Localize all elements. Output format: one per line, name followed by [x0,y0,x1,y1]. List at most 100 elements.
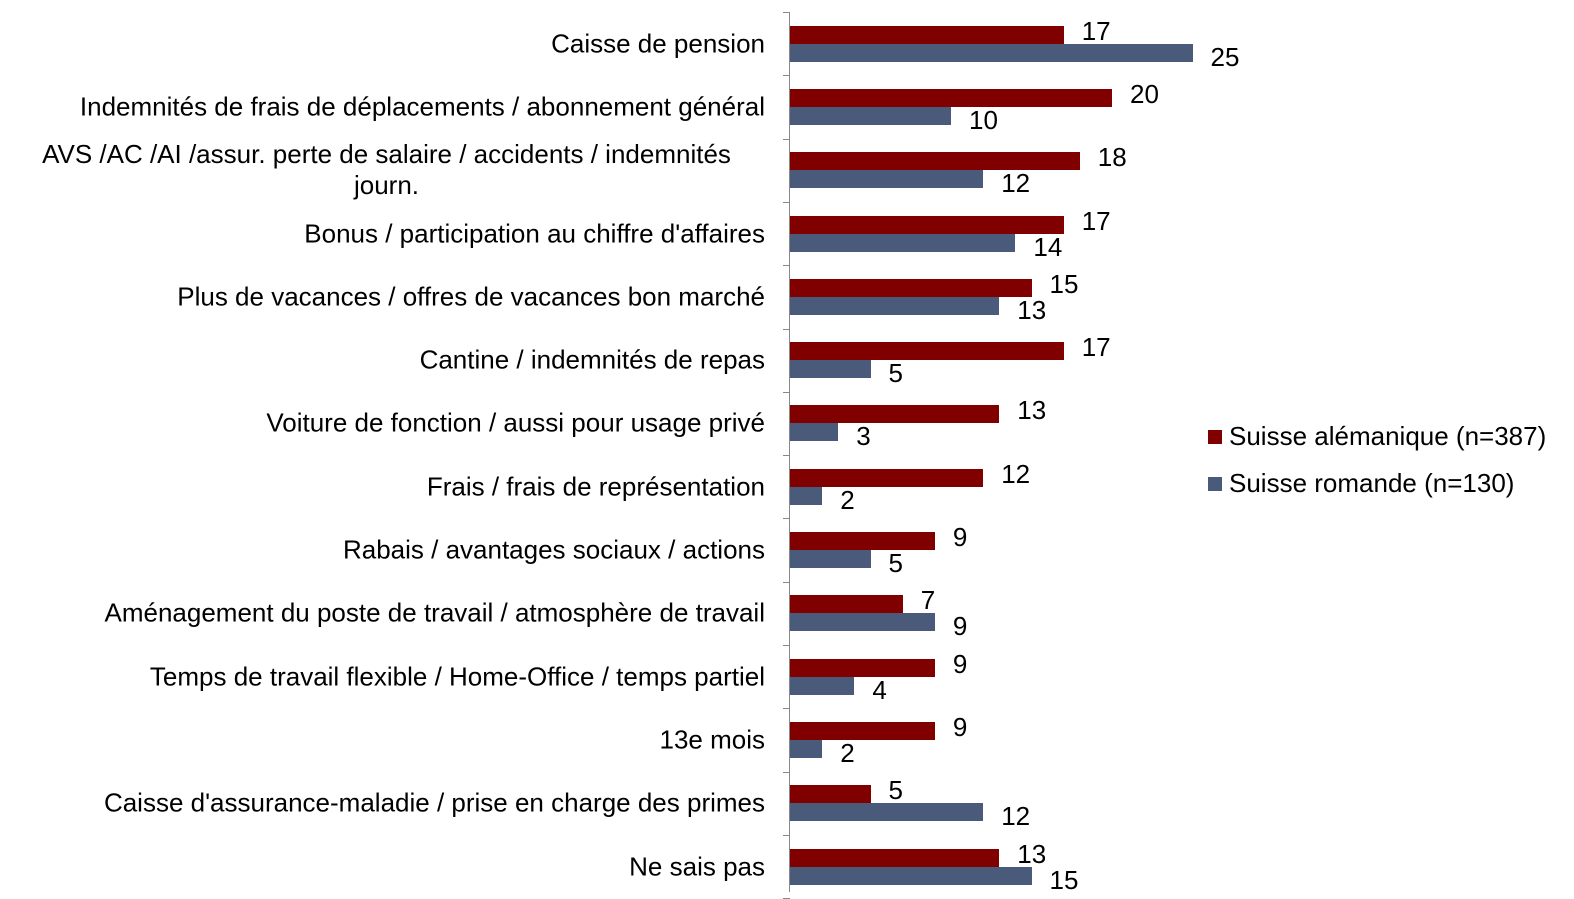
legend-entry: Suisse romande (n=130) [1208,470,1514,496]
value-label: 5 [888,775,903,806]
category-label: Temps de travail flexible / Home-Office … [8,661,765,692]
bar [790,278,1032,297]
bar [790,486,823,505]
category-text: Bonus / participation au chiffre d'affai… [304,218,765,249]
tick-mark [783,645,790,646]
value-label: 13 [1017,395,1047,426]
category-text: Plus de vacances / offres de vacances bo… [177,281,765,312]
bar [790,613,935,632]
bar [790,658,935,677]
category-text: Voiture de fonction / aussi pour usage p… [266,407,765,438]
tick-mark [783,391,790,393]
bar [790,296,1000,315]
tick-mark [783,771,790,773]
tick-mark [783,12,790,13]
bar [790,25,1064,44]
category-label: Bonus / participation au chiffre d'affai… [8,218,765,249]
tick-mark [783,518,790,520]
category-text: Aménagement du poste de travail / atmosp… [104,597,766,628]
legend-text: Suisse romande (n=130) [1229,468,1515,498]
tick-mark [783,328,790,330]
bar [790,423,839,442]
value-label: 20 [1130,78,1159,109]
category-label: Caisse de pension [8,28,765,59]
axis-line [789,12,790,892]
bar [790,43,1193,62]
category-label: AVS /AC /AI /assur. perte de salaire / a… [8,139,765,201]
value-label: 10 [969,104,998,135]
tick-mark [783,138,790,140]
category-text: Cantine / indemnités de repas [419,344,765,375]
category-text: Frais / frais de représentation [426,471,765,502]
category-text: 13e mois [659,724,766,755]
category-text: AVS /AC /AI /assur. perte de salaire / a… [42,139,731,201]
bar [790,721,935,740]
tick-mark [783,834,790,836]
value-label: 9 [952,711,968,742]
category-label: Ne sais pas [8,851,765,882]
legend-swatch [1208,430,1222,444]
category-text: Caisse d'assurance-maladie / prise en ch… [103,787,765,818]
value-label: 12 [1001,458,1031,489]
bar [790,866,1032,885]
legend-text: Suisse alémanique (n=387) [1229,421,1547,451]
bar [790,215,1064,234]
value-label: 9 [952,522,968,553]
tick-mark [783,708,790,710]
value-label: 5 [888,358,903,389]
category-label: Indemnités de frais de déplacements / ab… [8,91,765,122]
value-label: 25 [1210,41,1240,72]
bar [790,848,1000,867]
category-label: Rabais / avantages sociaux / actions [8,535,765,566]
bar [790,676,855,695]
value-label: 7 [920,585,936,616]
value-label: 2 [840,737,855,768]
bar [790,152,1080,171]
value-label: 13 [1017,838,1047,869]
bar [790,595,903,614]
tick-mark [783,455,790,457]
value-label: 18 [1097,142,1127,173]
value-label: 17 [1081,15,1111,46]
legend-swatch [1208,477,1222,491]
category-label: Aménagement du poste de travail / atmosp… [8,597,766,629]
value-label: 9 [952,611,968,642]
category-label: 13e mois [8,724,766,755]
value-label: 12 [1001,168,1031,199]
value-label: 17 [1081,205,1111,236]
legend-entry: Suisse alémanique (n=387) [1208,423,1546,449]
bar [790,88,1112,107]
bar [790,342,1064,361]
category-text: Ne sais pas [629,851,765,882]
bar [790,405,1000,424]
bar [790,739,823,758]
bar [790,360,871,379]
category-label: Plus de vacances / offres de vacances bo… [8,281,765,312]
category-text: Indemnités de frais de déplacements / ab… [79,91,765,122]
tick-mark [783,581,790,583]
category-text: Rabais / avantages sociaux / actions [342,534,765,565]
tick-mark [783,201,790,203]
value-label: 17 [1081,332,1111,363]
category-text: Temps de travail flexible / Home-Office … [149,661,765,692]
category-label: Frais / frais de représentation [8,471,765,502]
value-label: 15 [1049,864,1079,895]
bar [790,532,935,551]
bar [790,785,871,804]
value-label: 5 [888,548,903,579]
category-label: Caisse d'assurance-maladie / prise en ch… [8,788,765,819]
bar [790,170,984,189]
category-text: Caisse de pension [551,28,765,59]
bar [790,233,1016,252]
value-label: 3 [856,421,871,452]
tick-mark [783,265,790,267]
value-label: 15 [1049,268,1079,299]
value-label: 13 [1017,294,1047,325]
category-label: Cantine / indemnités de repas [8,345,765,376]
bar [790,468,984,487]
value-label: 4 [872,674,887,705]
value-label: 9 [952,648,968,679]
value-label: 12 [1001,801,1031,832]
category-label: Voiture de fonction / aussi pour usage p… [8,408,765,439]
tick-mark [783,75,790,77]
